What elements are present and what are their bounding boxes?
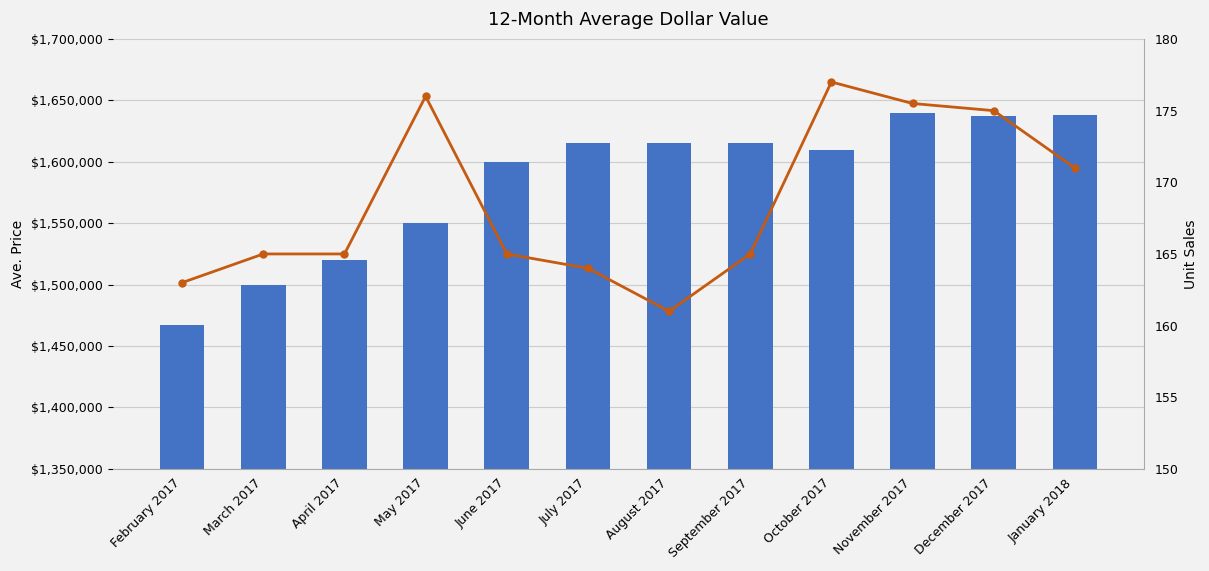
Y-axis label: Ave. Price: Ave. Price [11,220,25,288]
Bar [971,116,1016,571]
Bar [890,112,935,571]
Bar [647,143,692,571]
Bar [404,223,447,571]
Bar [485,162,530,571]
Bar [566,143,611,571]
Bar [1053,115,1098,571]
Bar [241,285,285,571]
Bar [160,325,204,571]
Bar [728,143,773,571]
Y-axis label: Unit Sales: Unit Sales [1184,219,1198,289]
Bar [322,260,366,571]
Bar [809,150,854,571]
Title: 12-Month Average Dollar Value: 12-Month Average Dollar Value [488,11,769,29]
